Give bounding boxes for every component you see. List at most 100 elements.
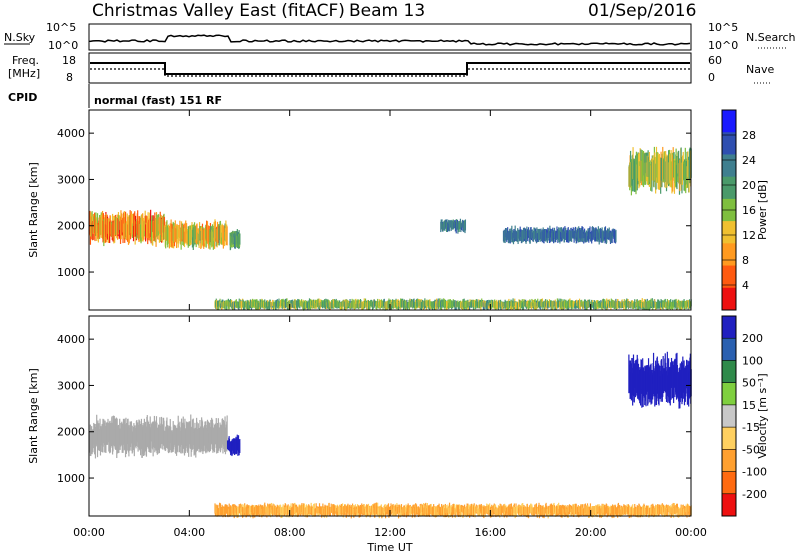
y-tick-label: 1000 bbox=[57, 266, 85, 279]
y-tick-label: 3000 bbox=[57, 379, 85, 392]
heatmap-cell bbox=[586, 231, 589, 241]
heatmap-cell bbox=[458, 504, 461, 512]
heatmap-cell bbox=[683, 301, 686, 311]
velocity-colorbar-label: Velocity [m s⁻¹] bbox=[756, 373, 769, 458]
y-tick-label: 2000 bbox=[57, 220, 85, 233]
heatmap-cell bbox=[536, 227, 538, 239]
colorbar-tick: 8 bbox=[742, 254, 749, 267]
velocity-heatmap bbox=[89, 351, 692, 519]
freq-unit: [MHz] bbox=[8, 67, 40, 80]
heatmap-cell bbox=[541, 505, 543, 513]
x-tick-label: 04:00 bbox=[173, 526, 205, 539]
heatmap-cell bbox=[464, 219, 467, 231]
heatmap-cell bbox=[332, 299, 334, 308]
heatmap-cell bbox=[479, 508, 481, 517]
x-axis-label: Time UT bbox=[366, 541, 412, 554]
heatmap-cell bbox=[650, 298, 652, 307]
y-tick-label: 2000 bbox=[57, 426, 85, 439]
nave-trace bbox=[90, 68, 690, 77]
heatmap-cell bbox=[558, 502, 560, 514]
heatmap-cell bbox=[421, 504, 423, 513]
heatmap-cell bbox=[264, 299, 266, 308]
velocity-ylabel: Slant Range [km] bbox=[27, 368, 40, 464]
heatmap-cell bbox=[375, 303, 377, 309]
heatmap-cell bbox=[317, 298, 319, 308]
heatmap-cell bbox=[547, 227, 549, 239]
colorbar-swatch bbox=[722, 316, 736, 339]
colorbar-tick: -100 bbox=[742, 466, 767, 479]
heatmap-cell bbox=[217, 418, 219, 448]
heatmap-cell bbox=[304, 303, 306, 309]
heatmap-cell bbox=[366, 504, 368, 513]
heatmap-cell bbox=[383, 505, 385, 514]
heatmap-cell bbox=[318, 302, 321, 310]
colorbar-swatch bbox=[722, 221, 736, 244]
cpid-panel: CPID normal (fast) 151 RF bbox=[8, 84, 222, 108]
heatmap-cell bbox=[132, 213, 134, 235]
x-axis: 00:00 04:00 08:00 12:00 16:00 20:00 00:00 bbox=[73, 110, 707, 539]
heatmap-cell bbox=[346, 508, 348, 517]
heatmap-cell bbox=[234, 300, 237, 306]
colorbar-tick: 20 bbox=[742, 179, 756, 192]
colorbar-swatch bbox=[722, 176, 736, 200]
heatmap-cell bbox=[219, 298, 221, 307]
heatmap-cell bbox=[369, 508, 372, 517]
heatmap-cell bbox=[404, 301, 406, 311]
nave-tick-top: 60 bbox=[708, 54, 722, 67]
power-panel: Slant Range [km] 4000 3000 2000 1000 bbox=[27, 109, 692, 311]
x-tick-label: 00:00 bbox=[73, 526, 105, 539]
heatmap-cell bbox=[336, 508, 338, 517]
power-colorbar-label: Power [dB] bbox=[756, 180, 769, 240]
nsky-trace bbox=[89, 34, 691, 46]
colorbar-tick: 24 bbox=[742, 154, 756, 167]
colorbar-swatch bbox=[722, 404, 736, 428]
heatmap-cell bbox=[392, 302, 394, 309]
velocity-panel: Slant Range [km] 4000 3000 2000 1000 bbox=[27, 315, 692, 519]
heatmap-cell bbox=[651, 161, 653, 192]
colorbar-swatch bbox=[722, 110, 736, 133]
heatmap-cell bbox=[421, 508, 423, 516]
heatmap-cell bbox=[271, 505, 273, 514]
heatmap-cell bbox=[615, 229, 617, 243]
heatmap-cell bbox=[675, 148, 677, 180]
heatmap-cell bbox=[391, 505, 393, 514]
x-tick-label: 20:00 bbox=[575, 526, 607, 539]
colorbar-tick: -50 bbox=[742, 443, 760, 456]
heatmap-cell bbox=[666, 351, 668, 394]
heatmap-cell bbox=[652, 374, 654, 400]
colorbar-tick: -15 bbox=[742, 421, 760, 434]
heatmap-cell bbox=[429, 303, 431, 310]
power-heatmap bbox=[89, 146, 692, 311]
colorbar-tick: 28 bbox=[742, 129, 756, 142]
colorbar-swatch bbox=[722, 265, 736, 289]
heatmap-cell bbox=[239, 233, 241, 245]
nsky-tick-bottom: 10^0 bbox=[48, 39, 78, 52]
colorbar-swatch bbox=[722, 360, 736, 384]
x-tick-label: 00:00 bbox=[675, 526, 707, 539]
heatmap-cell bbox=[558, 508, 560, 516]
heatmap-cell bbox=[166, 220, 168, 241]
colorbar-swatch bbox=[722, 493, 736, 517]
heatmap-cell bbox=[105, 425, 107, 453]
colorbar-tick: 16 bbox=[742, 204, 756, 217]
heatmap-cell bbox=[400, 504, 403, 513]
heatmap-cell bbox=[606, 298, 608, 308]
colorbar-tick: 200 bbox=[742, 332, 763, 345]
heatmap-cell bbox=[485, 303, 487, 310]
heatmap-cell bbox=[505, 228, 508, 237]
heatmap-cell bbox=[122, 212, 125, 234]
colorbar-swatch bbox=[722, 287, 736, 311]
heatmap-cell bbox=[664, 298, 666, 308]
colorbar-swatch bbox=[722, 382, 736, 406]
heatmap-cell bbox=[638, 303, 640, 310]
heatmap-cell bbox=[357, 299, 359, 308]
heatmap-cell bbox=[191, 229, 194, 248]
heatmap-cell bbox=[405, 506, 408, 518]
heatmap-cell bbox=[188, 425, 190, 457]
y-tick-label: 4000 bbox=[57, 127, 85, 140]
heatmap-cell bbox=[152, 221, 154, 246]
heatmap-cell bbox=[666, 508, 668, 517]
heatmap-cell bbox=[163, 216, 166, 233]
heatmap-cell bbox=[504, 507, 507, 517]
heatmap-cell bbox=[129, 210, 131, 236]
